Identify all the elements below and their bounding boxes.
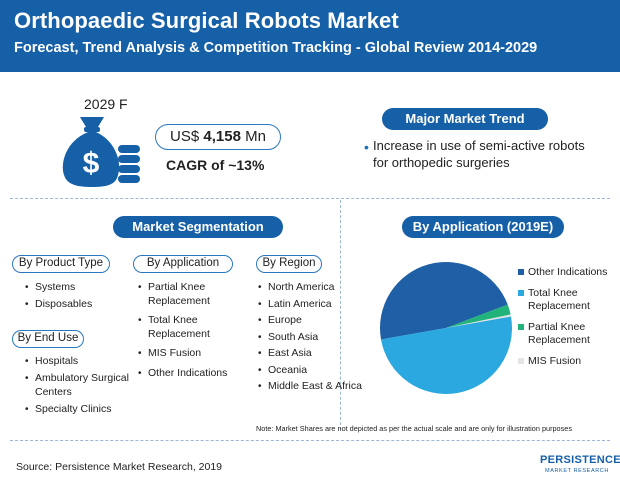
list-item: Latin America: [258, 298, 373, 312]
value-prefix: US$: [170, 128, 204, 145]
major-market-trend-heading: Major Market Trend: [382, 108, 548, 130]
legend-label: MIS Fusion: [528, 355, 582, 367]
list-item: Other Indications: [138, 367, 253, 381]
page-subtitle: Forecast, Trend Analysis & Competition T…: [14, 40, 538, 56]
forecast-value: 4,158: [203, 128, 241, 145]
list-item: North America: [258, 281, 373, 295]
persistence-logo: PERSISTENCE MARKET RESEARCH: [540, 449, 620, 485]
logo-line-1: PERSISTENCE: [540, 454, 620, 466]
cagr-label: CAGR of ~13%: [166, 157, 265, 173]
list-item: MIS Fusion: [138, 347, 253, 361]
money-bag-icon: $: [62, 117, 140, 187]
market-segmentation-heading: Market Segmentation: [113, 216, 283, 238]
application-pie-chart: [380, 261, 512, 394]
forecast-year: 2029 F: [84, 96, 128, 112]
page-title: Orthopaedic Surgical Robots Market: [14, 8, 399, 33]
footnote: Note: Market Shares are not depicted as …: [256, 424, 572, 433]
legend-label: Partial Knee Replacement: [528, 321, 590, 346]
list-item: Hospitals: [25, 355, 135, 369]
list-item: East Asia: [258, 347, 373, 361]
product-type-list: Systems Disposables: [25, 281, 125, 315]
divider-bottom: [10, 440, 610, 441]
legend-label: Other Indications: [528, 266, 608, 278]
legend-item: Total Knee Replacement: [518, 287, 618, 313]
list-item: Oceania: [258, 364, 373, 378]
legend-item: Other Indications: [518, 266, 618, 279]
svg-text:$: $: [83, 147, 100, 180]
pie-legend: Other Indications Total Knee Replacement P…: [518, 266, 618, 376]
by-region-label: By Region: [256, 255, 322, 273]
end-use-list: Hospitals Ambulatory Surgical Centers Sp…: [25, 355, 135, 420]
list-item: Ambulatory Surgical Centers: [25, 372, 135, 399]
source-text: Source: Persistence Market Research, 201…: [16, 461, 223, 473]
pie-slice-partial-knee-replacement: [446, 304, 511, 328]
by-product-type-label: By Product Type: [12, 255, 110, 273]
list-item: Middle East & Africa: [258, 380, 373, 394]
trend-text: Increase in use of semi-active robots fo…: [373, 138, 585, 170]
pie-slice-other-indications: [380, 261, 508, 340]
logo-line-2: MARKET RESEARCH: [545, 468, 609, 474]
legend-item: Partial Knee Replacement: [518, 321, 618, 347]
list-item: Total Knee Replacement: [138, 314, 253, 341]
list-item: Europe: [258, 314, 373, 328]
legend-swatch: [518, 269, 524, 275]
list-item: South Asia: [258, 331, 373, 345]
application-list: Partial Knee Replacement Total Knee Repl…: [138, 281, 253, 386]
list-item: Specialty Clinics: [25, 403, 135, 417]
divider-horizontal: [10, 198, 610, 199]
by-application-label: By Application: [133, 255, 233, 273]
legend-item: MIS Fusion: [518, 355, 618, 368]
pie-slice-mis-fusion: [446, 314, 511, 328]
list-item: Systems: [25, 281, 125, 295]
pie-slice-total-knee-replacement: [381, 316, 512, 394]
legend-swatch: [518, 358, 524, 364]
region-list: North America Latin America Europe South…: [258, 281, 373, 397]
forecast-value-box: US$ 4,158 Mn: [155, 124, 281, 150]
list-item: Disposables: [25, 298, 125, 312]
bullet-icon: •: [364, 139, 369, 155]
list-item: Partial Knee Replacement: [138, 281, 253, 308]
value-unit: Mn: [240, 128, 266, 145]
legend-swatch: [518, 290, 524, 296]
legend-swatch: [518, 324, 524, 330]
by-end-use-label: By End Use: [12, 330, 84, 348]
by-application-heading: By Application (2019E): [402, 216, 564, 238]
header-banner: Orthopaedic Surgical Robots Market Forec…: [0, 0, 620, 72]
legend-label: Total Knee Replacement: [528, 287, 590, 312]
